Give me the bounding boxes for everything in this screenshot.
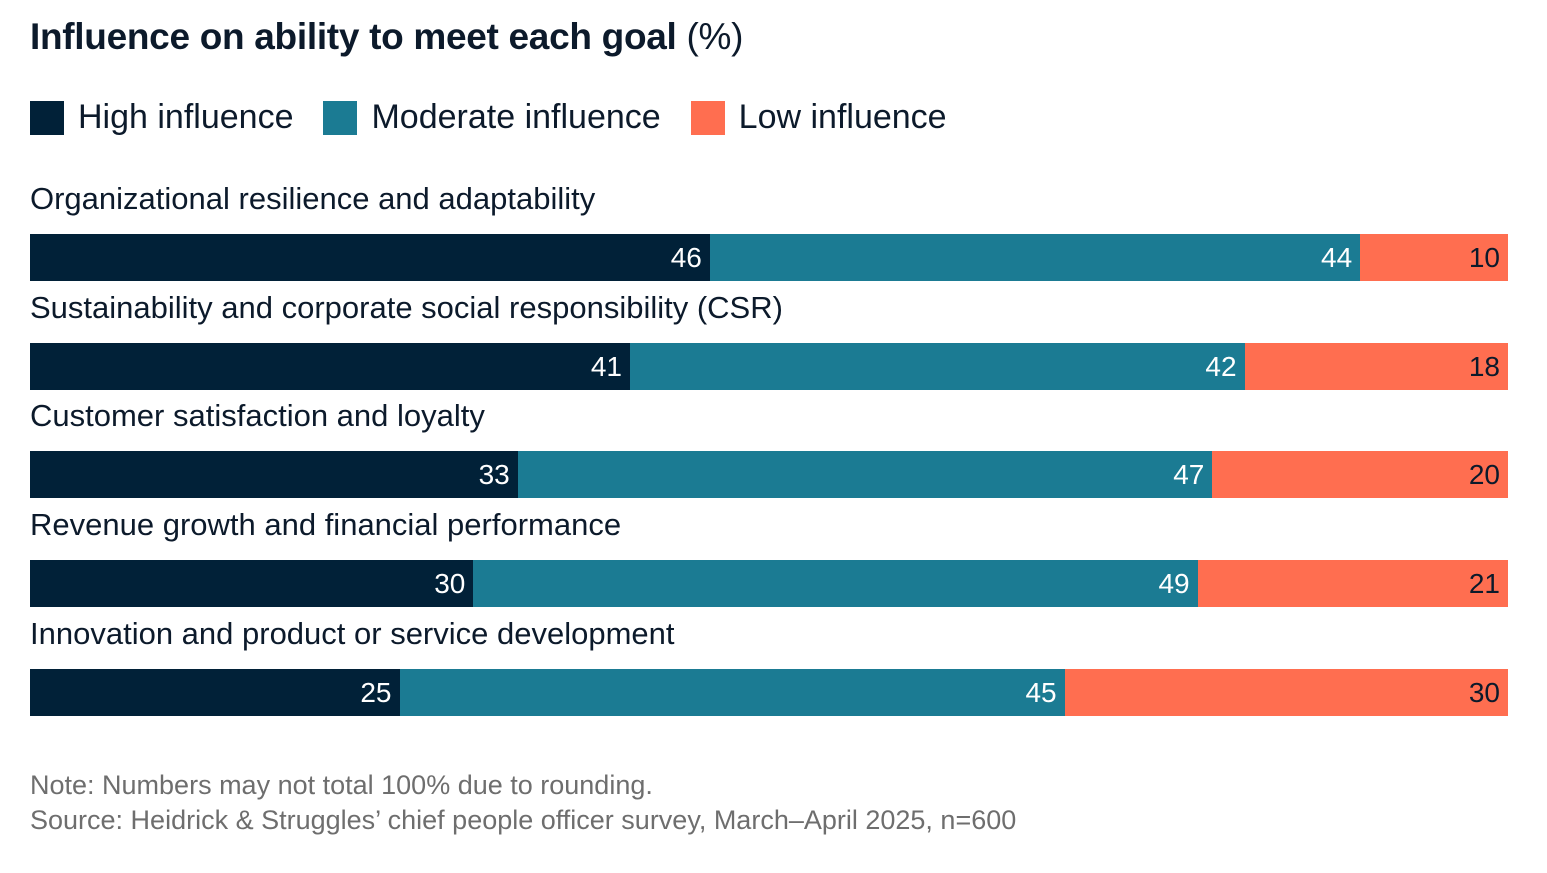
data-label: 30	[434, 568, 466, 600]
legend: High influence Moderate influence Low infl…	[30, 98, 977, 137]
data-label: 47	[1173, 459, 1205, 491]
legend-swatch	[30, 100, 64, 135]
bar-segment: 25	[30, 668, 400, 716]
category-label: Organizational resilience and adaptabili…	[30, 181, 596, 216]
data-label: 21	[1468, 568, 1500, 600]
bar-segment: 49	[473, 560, 1198, 608]
data-label: 46	[670, 242, 702, 273]
bar-segment: 10	[1360, 234, 1508, 281]
data-label: 49	[1158, 568, 1190, 600]
legend-swatch	[323, 100, 358, 135]
note-text: Note: Numbers may not total 100% due to …	[30, 770, 653, 800]
bar-segment: 20	[1212, 451, 1508, 499]
title-text: Influence on ability to meet each goal	[30, 16, 677, 57]
data-label: 45	[1025, 676, 1057, 708]
data-label: 30	[1468, 676, 1500, 708]
bar-segment: 46	[30, 234, 710, 281]
category-label: Revenue growth and financial performance	[30, 507, 622, 543]
legend-label: High influence	[78, 98, 294, 136]
legend-item: Low influence	[690, 98, 947, 137]
legend-label: Low influence	[738, 98, 947, 136]
chart-title: Influence on ability to meet each goal (…	[30, 16, 743, 58]
category-label: Customer satisfaction and loyalty	[30, 398, 485, 434]
source-text: Source: Heidrick & Struggles’ chief peop…	[30, 805, 1017, 835]
bar-segment: 18	[1244, 342, 1508, 390]
legend-label: Moderate influence	[371, 98, 661, 136]
data-label: 44	[1321, 242, 1353, 273]
data-label: 18	[1468, 350, 1500, 382]
bar-segment: 33	[30, 451, 518, 499]
bar-segment: 21	[1197, 560, 1508, 608]
data-label: 25	[360, 676, 392, 708]
bar-segment: 45	[399, 668, 1065, 716]
data-label: 41	[590, 350, 622, 382]
bar-segment: 41	[30, 342, 630, 390]
title-unit: (%)	[686, 16, 744, 57]
bar-segment: 47	[517, 451, 1213, 499]
bar-segment: 30	[30, 560, 474, 608]
data-label: 33	[478, 459, 510, 491]
bar-segment: 44	[709, 234, 1361, 281]
data-label: 20	[1468, 459, 1500, 491]
category-label: Innovation and product or service develo…	[30, 615, 675, 651]
data-label: 10	[1468, 242, 1500, 273]
legend-item: Moderate influence	[323, 98, 661, 137]
bar-segment: 30	[1064, 668, 1508, 716]
bar-segment: 42	[629, 342, 1245, 390]
data-label: 42	[1205, 350, 1237, 382]
legend-swatch	[690, 100, 725, 135]
legend-item: High influence	[30, 98, 293, 137]
category-label: Sustainability and corporate social resp…	[30, 289, 783, 325]
